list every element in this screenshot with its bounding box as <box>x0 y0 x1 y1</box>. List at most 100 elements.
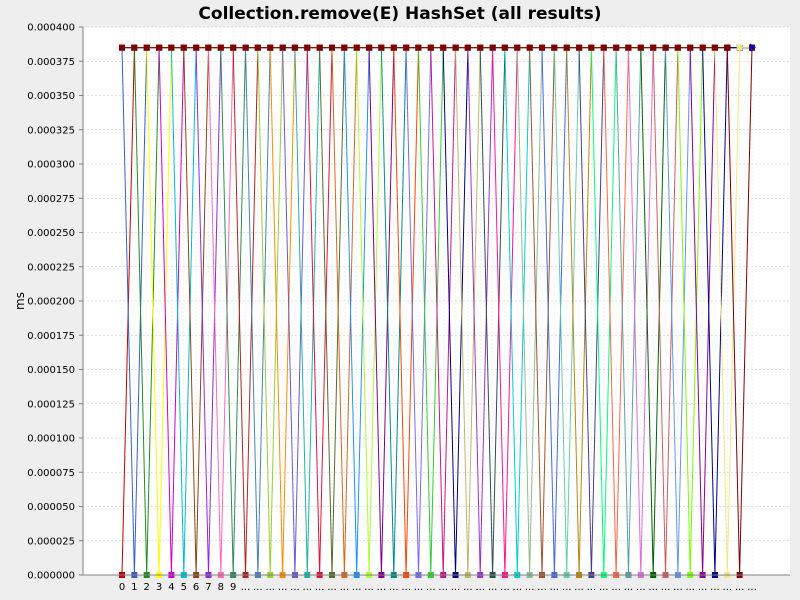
x-tick-label: ... <box>698 582 708 593</box>
data-point <box>291 44 298 51</box>
x-tick-label: ... <box>710 582 720 593</box>
y-tick-label: 0.000125 <box>27 399 75 410</box>
y-tick-label: 0.000325 <box>27 125 75 136</box>
data-point <box>267 44 274 51</box>
data-point <box>724 44 731 51</box>
x-tick-label: ... <box>475 582 485 593</box>
x-axis: 0 1 2 3 4 5 6 7 8 9..............................… <box>83 574 790 593</box>
data-point <box>539 44 545 51</box>
data-point <box>637 44 644 51</box>
data-point <box>143 44 150 51</box>
data-point <box>440 44 447 51</box>
x-tick-label: ... <box>648 582 658 593</box>
x-tick-label: 0 <box>119 582 125 593</box>
data-point <box>588 44 595 51</box>
data-point <box>563 44 570 51</box>
data-point <box>193 44 200 51</box>
data-point <box>131 44 138 51</box>
x-tick-label: ... <box>537 582 547 593</box>
x-tick-label: ... <box>253 582 263 593</box>
x-tick-label: 5 <box>181 582 187 593</box>
x-tick-label: ... <box>735 582 745 593</box>
x-tick-label: ... <box>241 582 251 593</box>
series <box>119 44 755 578</box>
x-tick-label: ... <box>661 582 671 593</box>
data-point <box>205 44 212 51</box>
x-tick-label: 3 <box>156 582 162 593</box>
x-tick-label: ... <box>723 582 733 593</box>
data-point <box>452 44 459 51</box>
data-point <box>464 44 471 51</box>
data-point <box>168 44 175 51</box>
x-tick-label: ... <box>327 582 337 593</box>
y-tick-label: 0.000075 <box>27 468 75 479</box>
data-point <box>477 44 484 51</box>
x-tick-label: ... <box>389 582 399 593</box>
data-point <box>329 44 335 51</box>
x-tick-label: ... <box>562 582 572 593</box>
y-tick-label: 0.000150 <box>27 365 75 376</box>
x-tick-label: ... <box>290 582 300 593</box>
x-tick-label: ... <box>401 582 411 593</box>
y-tick-label: 0.000400 <box>27 23 75 34</box>
data-point <box>242 44 249 51</box>
y-tick-label: 0.000275 <box>27 194 75 205</box>
x-tick-label: ... <box>574 582 584 593</box>
data-point <box>180 44 187 51</box>
data-point <box>489 44 496 51</box>
data-point <box>662 44 669 51</box>
x-tick-label: 7 <box>205 582 211 593</box>
gridlines <box>83 26 790 576</box>
data-point <box>378 44 385 51</box>
series-line <box>122 47 753 576</box>
x-tick-label: ... <box>278 582 288 593</box>
x-tick-label: ... <box>550 582 560 593</box>
x-tick-label: ... <box>685 582 695 593</box>
data-point <box>254 44 261 51</box>
x-tick-label: ... <box>451 582 461 593</box>
data-point <box>600 44 607 51</box>
data-point <box>279 44 286 51</box>
x-tick-label: ... <box>315 582 325 593</box>
x-tick-label: ... <box>636 582 646 593</box>
x-tick-label: ... <box>265 582 275 593</box>
x-tick-label: ... <box>513 582 523 593</box>
x-tick-label: ... <box>587 582 597 593</box>
data-point <box>415 44 422 51</box>
x-tick-label: ... <box>463 582 473 593</box>
x-tick-label: ... <box>352 582 362 593</box>
data-point <box>576 44 583 51</box>
data-point <box>674 44 681 51</box>
y-tick-label: 0.000175 <box>27 331 75 342</box>
data-point <box>625 44 632 51</box>
x-tick-label: 6 <box>193 582 199 593</box>
data-point <box>699 44 706 51</box>
x-tick-label: ... <box>364 582 374 593</box>
data-point <box>316 44 323 51</box>
x-tick-label: 8 <box>218 582 224 593</box>
x-tick-label: ... <box>414 582 424 593</box>
x-tick-label: ... <box>303 582 313 593</box>
y-tick-label: 0.000250 <box>27 228 75 239</box>
y-tick-label: 0.000000 <box>27 571 75 582</box>
data-point <box>501 44 508 51</box>
y-tick-label: 0.000350 <box>27 91 75 102</box>
data-point <box>403 44 410 51</box>
data-point <box>551 44 558 51</box>
y-tick-label: 0.000375 <box>27 57 75 68</box>
data-point <box>217 44 224 51</box>
x-tick-label: ... <box>611 582 621 593</box>
y-tick-label: 0.000225 <box>27 262 75 273</box>
data-point <box>427 44 434 51</box>
y-axis: 0.000000 0.000025 0.000050 0.000075 0.000100… <box>27 23 84 582</box>
chart-title: Collection.remove(E) HashSet (all result… <box>198 4 601 24</box>
x-tick-label: ... <box>599 582 609 593</box>
data-point <box>514 44 521 51</box>
data-point <box>156 44 163 51</box>
x-tick-label: ... <box>525 582 535 593</box>
x-tick-label: ... <box>438 582 448 593</box>
x-tick-label: ... <box>488 582 498 593</box>
y-tick-label: 0.000300 <box>27 160 75 171</box>
